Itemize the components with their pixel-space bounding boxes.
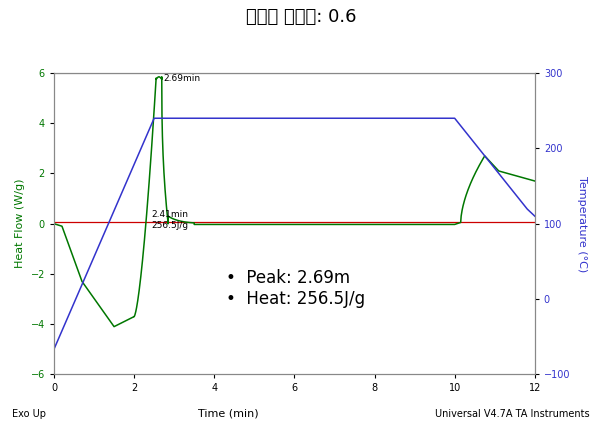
Text: 2.41min
256.5J/g: 2.41min 256.5J/g — [151, 210, 188, 230]
Text: Universal V4.7A TA Instruments: Universal V4.7A TA Instruments — [435, 409, 590, 419]
Text: 2.69min: 2.69min — [163, 74, 200, 83]
Y-axis label: Temperature (°C): Temperature (°C) — [577, 176, 587, 272]
Text: Time (min): Time (min) — [199, 409, 259, 419]
Text: 경화제 당량비: 0.6: 경화제 당량비: 0.6 — [246, 8, 356, 27]
Text: •  Peak: 2.69m
•  Heat: 256.5J/g: • Peak: 2.69m • Heat: 256.5J/g — [226, 269, 365, 308]
Text: Exo Up: Exo Up — [12, 409, 46, 419]
Y-axis label: Heat Flow (W/g): Heat Flow (W/g) — [15, 179, 25, 269]
